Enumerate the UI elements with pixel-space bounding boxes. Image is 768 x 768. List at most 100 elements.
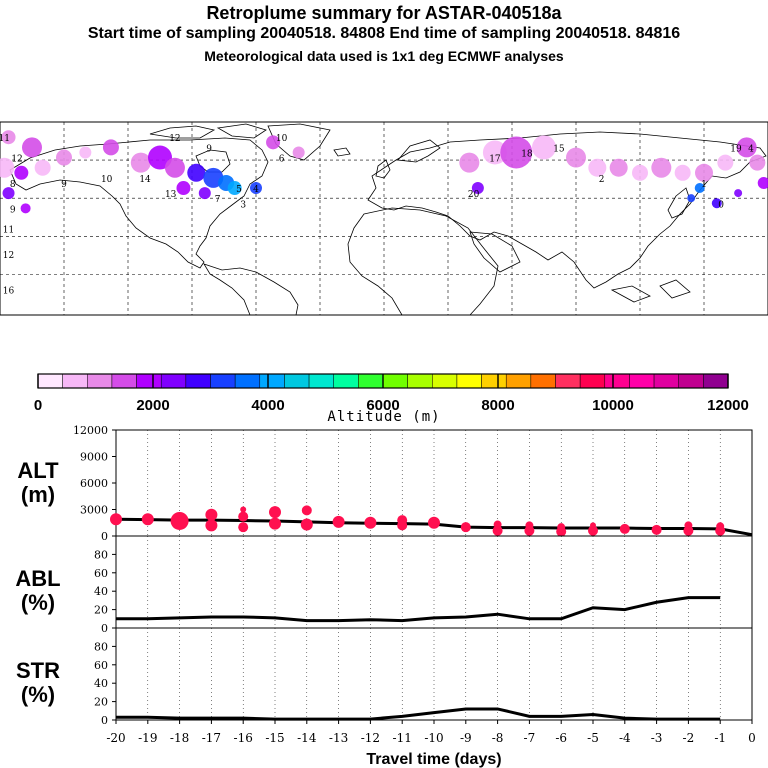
plume-day-label: 11 — [3, 226, 14, 236]
alt-point — [141, 513, 154, 526]
coastline-iceland — [333, 147, 351, 157]
coastline-uk — [375, 159, 391, 179]
plume-dot — [736, 137, 757, 158]
alt-point — [619, 523, 630, 534]
plume-day-label: 9 — [10, 205, 16, 215]
alt-point — [364, 516, 377, 529]
plume-dot — [198, 187, 211, 200]
alt-point — [397, 520, 408, 531]
x-tick-label: 0 — [748, 731, 756, 745]
plume-day-label: 16 — [3, 287, 15, 297]
plume-dot — [2, 187, 15, 200]
alt-point — [428, 516, 440, 529]
plume-day-label: 2 — [599, 175, 605, 185]
x-tick-label: -6 — [555, 731, 567, 745]
colorbar-swatch — [284, 373, 310, 389]
x-tick-label: -19 — [138, 731, 157, 745]
plume-day-label: 12 — [169, 134, 180, 144]
alt-point — [238, 522, 249, 533]
colorbar-swatch — [111, 373, 137, 389]
colorbar-swatch — [210, 373, 236, 389]
meteorological-data-note: Meteorological data used is 1x1 deg ECMW… — [204, 48, 564, 64]
alt-point — [301, 505, 312, 516]
y-tick-label: 0 — [101, 622, 108, 635]
coastline-arabia — [469, 231, 521, 273]
plume-dot — [717, 154, 734, 171]
x-tick-label: -9 — [460, 731, 472, 745]
plume-dot — [34, 159, 51, 176]
plume-day-label: 9 — [61, 180, 67, 190]
plume-day-label: 15 — [553, 144, 565, 154]
x-tick-label: -1 — [714, 731, 726, 745]
plume-dot — [687, 194, 696, 203]
plume-dot — [532, 135, 556, 160]
alt-point — [205, 508, 218, 521]
plume-day-label: 18 — [521, 149, 533, 159]
plume-dot — [757, 176, 768, 189]
coastline-north-america — [9, 137, 269, 269]
plume-dot — [164, 157, 185, 178]
plume-dot — [749, 154, 766, 171]
alt-point — [460, 522, 471, 533]
plume-day-label: 11 — [0, 134, 10, 144]
y-tick-label: 60 — [94, 567, 108, 580]
plume-day-label: 4 — [748, 144, 754, 154]
plume-day-label: 12 — [3, 251, 14, 261]
colorbar-tick-label: 12000 — [707, 397, 749, 414]
y-axis-label: ABL — [15, 566, 60, 591]
map-coastlines — [9, 123, 767, 316]
alt-point — [332, 515, 345, 528]
plume-dot — [102, 139, 119, 156]
plume-dot — [694, 183, 705, 194]
alt-point — [683, 525, 694, 536]
y-tick-label: 12000 — [73, 424, 108, 437]
x-tick-label: -20 — [106, 731, 125, 745]
y-axis-label: ALT — [17, 458, 59, 483]
panel-frame — [115, 535, 753, 629]
time-series-panels: 030006000900012000ALT(m)020406080ABL(%)0… — [15, 424, 755, 768]
plume-dot — [187, 163, 206, 182]
x-axis-label: Travel time (days) — [366, 751, 501, 768]
y-axis-unit: (%) — [21, 590, 55, 615]
plume-day-label: 4 — [253, 185, 259, 195]
plume-day-label: 19 — [730, 144, 742, 154]
colorbar-swatch — [358, 373, 384, 389]
x-tick-label: -4 — [619, 731, 631, 745]
plume-dot — [711, 198, 722, 209]
y-tick-label: 20 — [94, 696, 108, 709]
coastline-scandinavia — [397, 139, 441, 163]
plume-day-label: 14 — [139, 175, 151, 185]
x-tick-label: -13 — [329, 731, 348, 745]
y-tick-label: 40 — [94, 677, 108, 690]
plume-markers — [0, 130, 768, 214]
plume-dot — [674, 164, 691, 181]
colorbar-tick-label: 10000 — [592, 397, 634, 414]
colorbar-swatch — [407, 373, 433, 389]
plume-day-label: 9 — [206, 144, 212, 154]
alt-point — [556, 526, 567, 537]
plume-day-label: 5 — [236, 185, 242, 195]
y-axis-unit: (%) — [21, 682, 55, 707]
plume-dot — [250, 182, 262, 195]
plume-dot — [500, 136, 533, 169]
y-tick-label: 20 — [94, 604, 108, 617]
colorbar-swatch — [481, 373, 507, 389]
x-tick-label: -5 — [587, 731, 599, 745]
chart-title: Retroplume summary for ASTAR-040518a — [206, 3, 562, 23]
x-tick-label: -2 — [683, 731, 695, 745]
plume-day-label: 0 — [718, 200, 724, 210]
plume-dot — [609, 158, 628, 177]
y-tick-label: 60 — [94, 659, 108, 672]
colorbar-swatch — [136, 373, 162, 389]
colorbar-tick-label: 6000 — [366, 397, 399, 414]
alt-point — [205, 519, 218, 532]
plume-dot — [130, 152, 151, 173]
plume-dot — [292, 146, 305, 159]
x-tick-label: -12 — [361, 731, 380, 745]
alt-point — [524, 525, 535, 536]
panel-abl: 0 20 40 60 80 ABL(%) — [15, 535, 753, 635]
str-line — [116, 707, 721, 721]
colorbar-swatch — [333, 373, 359, 389]
